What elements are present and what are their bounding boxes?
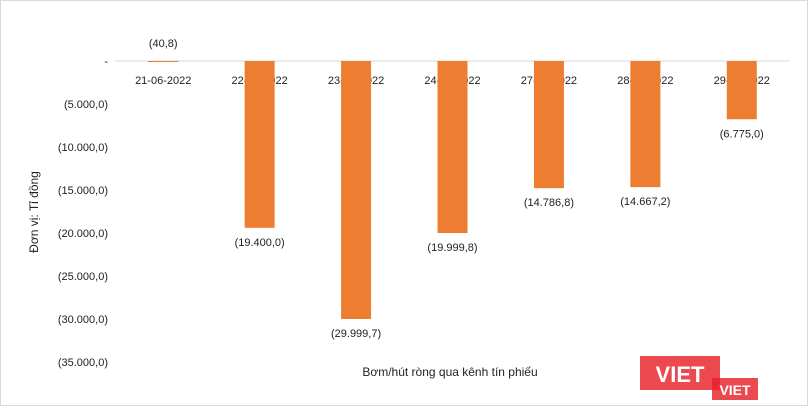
bar (341, 61, 372, 319)
y-tick-labels: - (5.000,0) (10.000,0) (15.000,0) (20.000,0)… (58, 56, 108, 369)
bars (148, 61, 757, 319)
data-label: (19.400,0) (235, 237, 285, 249)
logo-main-box (640, 356, 720, 390)
y-tick-label: (35.000,0) (58, 357, 108, 369)
y-tick-label: (30.000,0) (58, 314, 108, 326)
bar (437, 61, 468, 233)
bar (148, 61, 179, 62)
logo-small-text: VIET (719, 382, 751, 398)
y-tick-label: (15.000,0) (58, 185, 108, 197)
y-tick-label: - (104, 56, 108, 68)
vietnamnet-logo: VIET VIET (640, 356, 758, 400)
x-tick-label: 21-06-2022 (135, 75, 191, 87)
bar (726, 61, 757, 120)
data-label: (14.786,8) (524, 197, 574, 209)
y-tick-label: (25.000,0) (58, 271, 108, 283)
bar (533, 61, 564, 189)
logo-small-box (712, 378, 758, 400)
data-label: (29.999,7) (331, 328, 381, 340)
data-label: (6.775,0) (720, 128, 764, 140)
bar (244, 61, 275, 228)
x-axis-title: Bơm/hút ròng qua kênh tín phiếu (362, 365, 537, 379)
logo-main-text: VIET (656, 362, 705, 387)
y-tick-label: (10.000,0) (58, 142, 108, 154)
y-axis-title: Đơn vị: Tỉ đồng (27, 171, 41, 253)
bar (630, 61, 661, 188)
data-label: (40,8) (149, 38, 178, 50)
y-tick-label: (20.000,0) (58, 228, 108, 240)
data-label: (19.999,8) (427, 242, 477, 254)
data-labels: (40,8) (19.400,0) (29.999,7) (19.999,8) (14.… (149, 38, 764, 340)
data-label: (14.667,2) (620, 196, 670, 208)
y-tick-label: (5.000,0) (64, 99, 108, 111)
